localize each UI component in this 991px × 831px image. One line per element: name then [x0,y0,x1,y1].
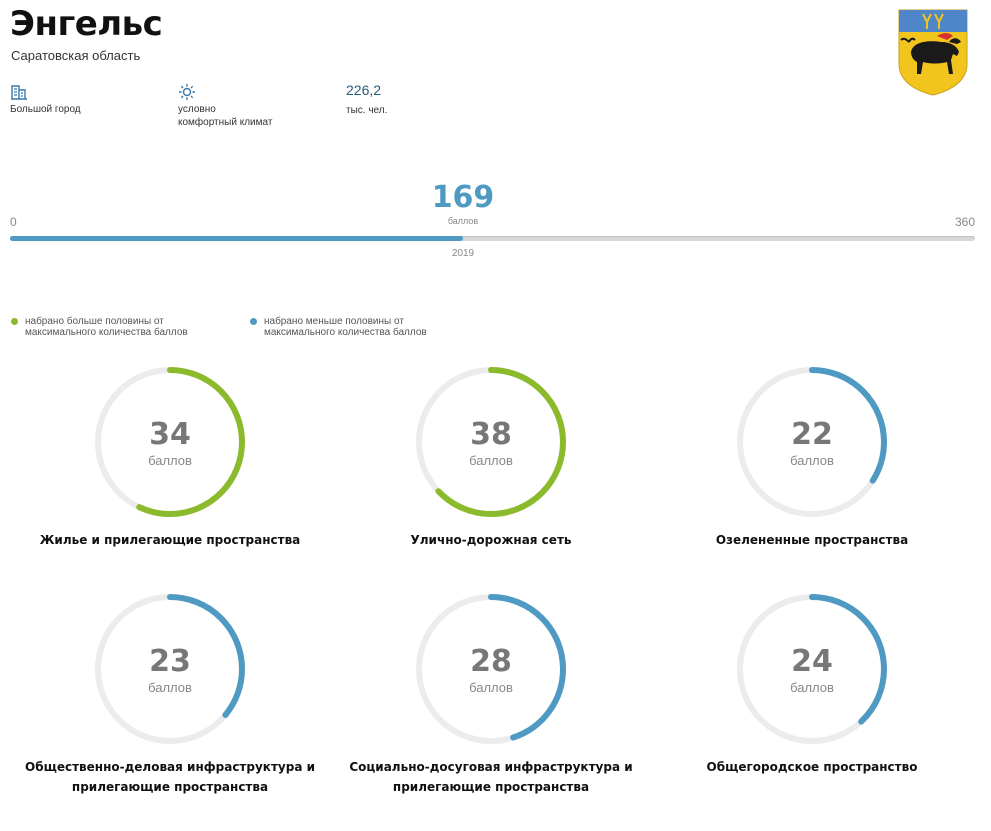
city-type-info: Большой город [10,83,81,116]
category-label-line-1: Жилье и прилегающие пространства [39,533,301,547]
category-label: Улично-дорожная сеть [331,530,651,550]
category-card: 38 баллов Улично-дорожная сеть [331,362,651,550]
category-card: 34 баллов Жилье и прилегающие пространства [10,362,330,550]
population-value: 226,2 [346,82,382,98]
category-card: 28 баллов Социально-досуговая инфраструкту… [331,589,651,797]
legend-below-line-1: набрано меньше половины от [264,316,404,327]
ring-score-unit: баллов [148,453,192,468]
category-label-line-1: Социально-досуговая инфраструктура и [349,760,633,774]
ring-score-value: 23 [149,644,191,679]
category-label-line-1: Улично-дорожная сеть [410,533,572,547]
blue-dot-icon [250,318,257,325]
ring-score-unit: баллов [469,453,513,468]
score-progress-track [10,236,975,241]
legend-below-line-2: максимального количества баллов [264,327,427,338]
score-year: 2019 [451,248,475,259]
category-label: Общегородское пространство [652,757,972,777]
sun-icon [179,84,195,100]
building-icon [11,85,27,100]
climate-line-2: комфортный климат [178,117,273,128]
category-label: Социально-досуговая инфраструктура и прил… [331,757,651,797]
ring-score-value: 28 [470,644,512,679]
ring-progress-arc [737,594,887,744]
ring-score-unit: баллов [469,680,513,695]
total-score-unit: баллов [447,216,479,226]
ring-progress-arc [95,367,245,517]
category-label: Жилье и прилегающие пространства [10,530,330,550]
category-label: Озелененные пространства [652,530,972,550]
ring-progress-arc [95,594,245,744]
ring-score-value: 38 [470,417,512,452]
legend-above-line-2: максимального количества баллов [25,327,188,338]
ring-progress-arc [737,367,887,517]
climate-line-1: условно [178,104,216,115]
category-label-line-1: Озелененные пространства [715,533,909,547]
ring-score-value: 22 [791,417,833,452]
category-label-line-1: Общегородское пространство [706,760,918,774]
green-dot-icon [11,318,18,325]
city-title: Энгельс [10,4,163,44]
category-card: 23 баллов Общественно-деловая инфраструкту… [10,589,330,797]
legend-above-half: набрано больше половины от максимального… [11,316,188,338]
city-type-label: Большой город [10,104,81,115]
coat-of-arms-icon [898,9,968,96]
category-label-line-2: прилегающие пространства [71,780,269,794]
population-unit: тыс. чел. [346,105,388,116]
ring-score-unit: баллов [790,453,834,468]
legend-above-line-1: набрано больше половины от [25,316,164,327]
scale-max-label: 360 [954,215,975,229]
ring-progress-arc [416,594,566,744]
population-info: 226,2 тыс. чел. [346,83,387,117]
category-label-line-2: прилегающие пространства [392,780,590,794]
legend-below-half: набрано меньше половины от максимального… [250,316,427,338]
category-card: 24 баллов Общегородское пространство [652,589,972,777]
category-label-line-1: Общественно-деловая инфраструктура и [25,760,315,774]
region-name: Саратовская область [11,48,141,63]
score-progress-fill [10,236,463,241]
ring-score-unit: баллов [148,680,192,695]
climate-info: условно комфортный климат [178,83,272,129]
ring-progress-arc [416,367,566,517]
ring-score-value: 34 [149,417,191,452]
ring-score-value: 24 [791,644,833,679]
total-score-value: 169 [431,180,495,215]
ring-score-unit: баллов [790,680,834,695]
scale-min-label: 0 [10,215,17,229]
category-card: 22 баллов Озелененные пространства [652,362,972,550]
category-label: Общественно-деловая инфраструктура и прил… [10,757,330,797]
